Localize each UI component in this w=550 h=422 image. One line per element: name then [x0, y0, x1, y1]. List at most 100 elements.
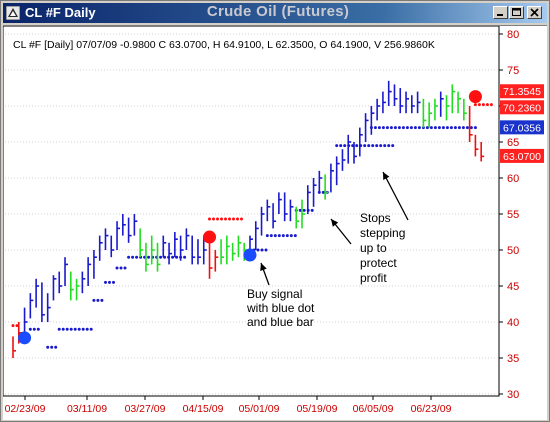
y-tick-label: 50 [507, 245, 519, 257]
y-tick-label: 65 [507, 137, 519, 149]
stop-dot [383, 144, 387, 148]
stop-dot [298, 208, 302, 212]
stop-dot [371, 144, 375, 148]
title-bar[interactable]: CL #F Daily Crude Oil (Futures) [3, 3, 547, 23]
price-label-box [500, 120, 544, 135]
stop-dot [15, 324, 19, 328]
chart-area[interactable]: CL #F [Daily] 07/07/09 -0.9800 C 63.0700… [3, 25, 547, 420]
stop-dot [445, 126, 449, 130]
stop-dot [401, 126, 405, 130]
stop-dot [73, 327, 77, 331]
price-label: 70.2360 [503, 102, 541, 114]
stop-dot [81, 327, 85, 331]
stop-dot [397, 126, 401, 130]
sell-signal-dot [468, 90, 482, 104]
stop-dot [104, 280, 107, 284]
stop-dot [240, 217, 243, 221]
stop-dot [147, 255, 151, 259]
stop-dot [477, 103, 481, 107]
x-tick-label: 03/11/09 [67, 403, 107, 415]
stop-dot [228, 217, 231, 221]
stop-dot [391, 144, 395, 148]
stop-dot [429, 126, 433, 130]
quote-line: CL #F [Daily] 07/07/09 -0.9800 C 63.0700… [13, 39, 435, 51]
minimize-button[interactable] [493, 6, 508, 19]
x-tick-label: 05/01/09 [239, 403, 280, 415]
stop-dot [264, 248, 268, 252]
price-label-box [500, 100, 544, 115]
price-label-box [500, 84, 544, 99]
y-tick-label: 60 [507, 173, 519, 185]
stop-dot [212, 217, 215, 221]
stop-dot [293, 234, 297, 238]
annotation-line: up to [360, 241, 387, 255]
stop-dot [175, 255, 179, 259]
annotation-line: protect [360, 256, 397, 270]
stop-dot [363, 144, 367, 148]
app-icon [6, 6, 20, 20]
annotation-line: Stops [360, 211, 391, 225]
stop-dot [285, 234, 289, 238]
x-tick-label: 03/27/09 [125, 403, 166, 415]
stop-dot [77, 327, 81, 331]
close-button[interactable] [527, 6, 542, 19]
stop-dot [89, 327, 93, 331]
arrow-head [331, 219, 339, 227]
chart-title: Crude Oil (Futures) [206, 3, 350, 20]
price-chart[interactable]: CL #F [Daily] 07/07/09 -0.9800 C 63.0700… [3, 26, 547, 420]
price-label: 63.0700 [503, 151, 541, 163]
buy-signal-dot [243, 248, 257, 262]
minimize-icon [497, 14, 503, 16]
y-tick-label: 80 [507, 29, 519, 41]
stop-dot [433, 126, 437, 130]
stop-dot [127, 255, 131, 259]
stop-dot [481, 103, 485, 107]
stop-dot [489, 103, 493, 107]
stop-dot [321, 190, 325, 194]
stop-dot [373, 126, 377, 130]
price-label: 67.0356 [503, 122, 541, 134]
stop-dot [108, 280, 111, 284]
annotation-arrow [382, 171, 409, 221]
stop-dot [46, 345, 50, 349]
annotation-line: Buy signal [247, 287, 302, 301]
stop-dot [32, 327, 36, 331]
stop-dot [461, 126, 465, 130]
stop-dot [11, 324, 15, 328]
stop-dot [465, 126, 469, 130]
stop-dot [36, 327, 40, 331]
annotation-line: profit [360, 271, 387, 285]
stop-dot [85, 327, 89, 331]
stop-dot [457, 126, 461, 130]
stop-dot [112, 280, 115, 284]
stop-dot [50, 345, 54, 349]
annotation-line: and blue bar [247, 315, 314, 329]
price-label: 71.3545 [503, 86, 541, 98]
stop-dot [343, 144, 347, 148]
y-tick-label: 55 [507, 209, 519, 221]
buy-signal-dot [18, 331, 32, 345]
plot-frame [3, 26, 500, 397]
stop-dot [310, 208, 314, 212]
stop-dot [367, 144, 371, 148]
stop-dot [224, 217, 227, 221]
stop-dot [232, 217, 235, 221]
stop-dot [123, 266, 127, 270]
stop-dot [375, 144, 379, 148]
stop-dot [119, 266, 123, 270]
stop-dot [135, 255, 139, 259]
stop-dot [339, 144, 343, 148]
x-tick-label: 04/15/09 [183, 403, 224, 415]
stop-dot [54, 345, 58, 349]
y-tick-label: 30 [507, 389, 519, 401]
stop-dot [131, 255, 135, 259]
arrow-head [383, 172, 390, 180]
stop-dot [96, 298, 100, 302]
stop-dot [417, 126, 421, 130]
maximize-button[interactable] [509, 6, 524, 19]
x-tick-label: 06/23/09 [411, 403, 452, 415]
arrow-head [260, 263, 267, 271]
stop-dot [381, 126, 385, 130]
stop-dot [473, 126, 477, 130]
stop-dot [469, 126, 473, 130]
